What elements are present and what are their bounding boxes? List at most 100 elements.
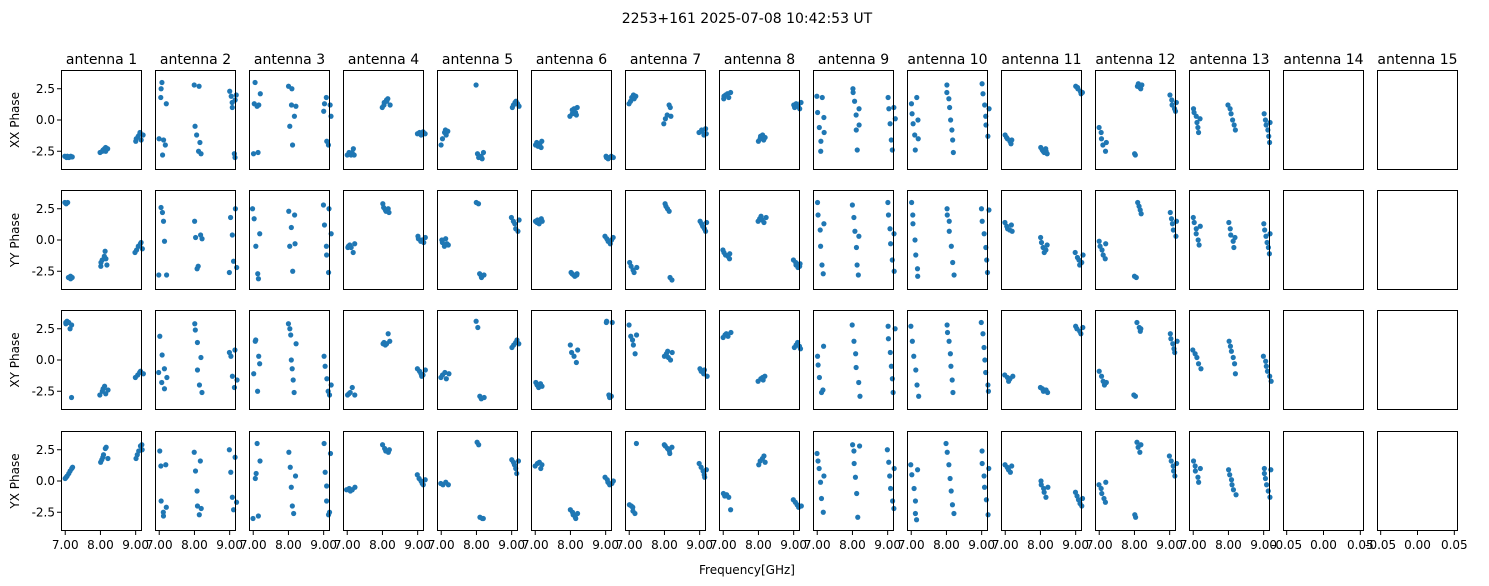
data-point (321, 222, 328, 228)
data-point (1190, 347, 1196, 353)
data-point (727, 251, 733, 257)
data-point (325, 142, 332, 148)
data-point (289, 503, 295, 509)
data-point (233, 92, 239, 98)
data-point (948, 363, 954, 369)
data-point (103, 256, 109, 262)
data-point (911, 353, 917, 359)
data-point (851, 448, 857, 454)
data-point (102, 248, 108, 254)
data-point (162, 142, 168, 148)
data-point (157, 333, 163, 339)
axes-frame (1095, 431, 1176, 531)
data-point (944, 322, 950, 328)
antenna-title: antenna 11 (1001, 52, 1081, 68)
axes-frame (719, 310, 800, 410)
data-point (979, 448, 985, 454)
data-point (1228, 348, 1234, 354)
subplot (719, 310, 804, 410)
data-point (949, 377, 955, 383)
data-point (762, 373, 768, 379)
axes-frame (343, 70, 424, 170)
axes-frame (437, 70, 518, 170)
data-point (916, 393, 922, 399)
data-point (1266, 133, 1272, 139)
x-tick-label: 9.00 (310, 538, 337, 552)
data-point (949, 127, 955, 133)
data-point (257, 231, 263, 237)
data-point (913, 252, 919, 258)
data-point (728, 329, 734, 336)
data-point (445, 482, 451, 488)
data-point (817, 227, 823, 233)
x-tick-label: -0.05 (1365, 538, 1396, 552)
data-point (574, 104, 580, 111)
data-point (1169, 221, 1176, 227)
data-point (252, 475, 258, 482)
y-tick-label: -2.5 (32, 384, 55, 398)
data-point (229, 104, 235, 111)
data-point (982, 357, 988, 363)
data-point (158, 463, 164, 469)
data-point (1191, 109, 1197, 116)
data-point (69, 464, 76, 470)
data-point (604, 318, 610, 324)
x-tick-label: 7.00 (804, 538, 831, 552)
data-point (100, 452, 107, 458)
data-point (230, 258, 237, 264)
data-point (1139, 82, 1145, 88)
data-point (1261, 221, 1267, 227)
axes-frame (1377, 70, 1458, 170)
data-point (985, 388, 992, 394)
x-tick-label: 7.00 (240, 538, 267, 552)
data-point (323, 94, 329, 101)
data-point (198, 354, 204, 361)
data-point (323, 243, 329, 249)
antenna-title: antenna 12 (1095, 52, 1175, 68)
data-point (1194, 119, 1200, 126)
data-point (1134, 439, 1140, 445)
data-point (1263, 482, 1270, 488)
data-point (198, 505, 204, 512)
subplot (531, 190, 616, 290)
x-tick-label: 9.00 (874, 538, 901, 552)
data-point (1168, 458, 1174, 464)
data-point (1227, 106, 1233, 112)
data-point (914, 94, 920, 101)
data-point (946, 338, 952, 344)
axes-frame (1095, 190, 1176, 290)
data-point (386, 209, 392, 216)
x-tick-label: 8.00 (181, 538, 208, 552)
x-tick-label: 7.00 (616, 538, 643, 552)
data-point (910, 121, 916, 127)
data-point (1195, 124, 1201, 131)
data-point (194, 367, 201, 373)
data-point (1174, 460, 1180, 467)
data-point (851, 214, 857, 221)
data-point (1080, 324, 1086, 331)
antenna-title: antenna 14 (1283, 52, 1363, 68)
data-point (160, 513, 167, 519)
data-point (816, 374, 823, 381)
data-point (1194, 354, 1200, 361)
data-point (352, 241, 358, 247)
x-tick-label: 0.00 (1404, 538, 1431, 552)
data-point (815, 458, 821, 464)
data-point (944, 82, 950, 88)
data-point (160, 218, 167, 224)
data-point (1225, 467, 1232, 473)
y-tick-label: 0.0 (36, 353, 55, 367)
data-point (1195, 237, 1201, 243)
data-point (352, 392, 358, 398)
data-point (159, 379, 165, 386)
axes-frame (249, 431, 330, 531)
data-point (1098, 485, 1104, 492)
data-point (1173, 99, 1179, 106)
x-tick-label: 0.05 (1347, 538, 1374, 552)
data-point (985, 512, 991, 518)
data-point (1227, 226, 1233, 232)
data-point (851, 460, 857, 467)
data-point (1043, 494, 1049, 500)
data-point (158, 86, 164, 92)
data-point (350, 146, 356, 152)
